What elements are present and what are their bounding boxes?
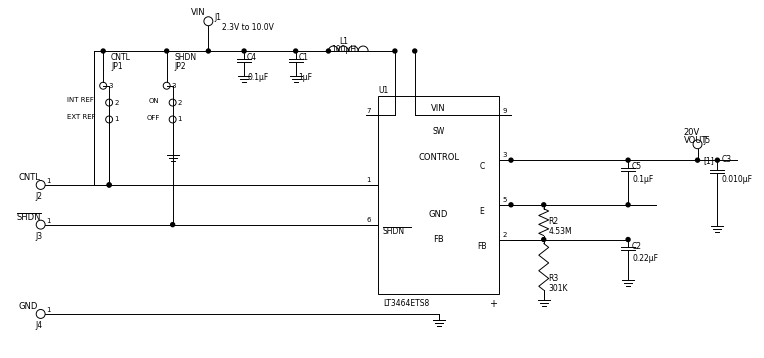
Text: 1: 1 bbox=[47, 178, 51, 184]
Text: 0.010μF: 0.010μF bbox=[721, 175, 753, 184]
Text: JP2: JP2 bbox=[175, 62, 186, 71]
Text: SHDN: SHDN bbox=[17, 213, 41, 222]
Text: 1: 1 bbox=[114, 116, 118, 122]
Circle shape bbox=[242, 49, 246, 53]
Text: LT3464ETS8: LT3464ETS8 bbox=[383, 299, 429, 308]
Text: 1μF: 1μF bbox=[299, 73, 312, 82]
Text: GND: GND bbox=[19, 302, 38, 311]
Text: 1: 1 bbox=[47, 307, 51, 313]
Text: J1: J1 bbox=[215, 13, 222, 22]
Text: J5: J5 bbox=[704, 136, 711, 145]
Text: EXT REF: EXT REF bbox=[67, 113, 96, 120]
Text: 3: 3 bbox=[108, 83, 112, 89]
Text: E: E bbox=[479, 207, 484, 216]
Text: 0.1μF: 0.1μF bbox=[632, 175, 653, 184]
Circle shape bbox=[542, 238, 545, 242]
Circle shape bbox=[107, 183, 111, 187]
Circle shape bbox=[413, 49, 416, 53]
Text: 6: 6 bbox=[366, 217, 371, 223]
Text: C5: C5 bbox=[632, 162, 643, 171]
Text: FB: FB bbox=[478, 242, 487, 251]
Text: R3: R3 bbox=[549, 274, 559, 283]
Circle shape bbox=[326, 49, 330, 53]
Text: [1]: [1] bbox=[704, 156, 714, 165]
Text: CNTL: CNTL bbox=[111, 53, 131, 62]
Text: VOUT: VOUT bbox=[684, 136, 707, 145]
Text: J3: J3 bbox=[36, 232, 43, 241]
Text: 2.3V to 10.0V: 2.3V to 10.0V bbox=[222, 23, 274, 32]
Text: R2: R2 bbox=[549, 217, 558, 226]
Circle shape bbox=[170, 223, 175, 227]
Text: VIN: VIN bbox=[431, 103, 446, 112]
Circle shape bbox=[107, 183, 111, 187]
Text: 9: 9 bbox=[502, 107, 507, 113]
Text: ON: ON bbox=[149, 98, 160, 103]
Text: J4: J4 bbox=[36, 321, 43, 330]
Circle shape bbox=[393, 49, 397, 53]
Text: SHDN: SHDN bbox=[175, 53, 197, 62]
Text: 2: 2 bbox=[177, 100, 182, 106]
Circle shape bbox=[509, 203, 513, 207]
Text: 100μH: 100μH bbox=[331, 45, 356, 54]
Text: FB: FB bbox=[433, 234, 444, 243]
Circle shape bbox=[542, 203, 545, 207]
Circle shape bbox=[695, 158, 700, 162]
Text: 3: 3 bbox=[172, 83, 176, 89]
Text: 4.53M: 4.53M bbox=[549, 227, 572, 236]
Text: 1: 1 bbox=[366, 177, 371, 183]
Circle shape bbox=[626, 238, 630, 242]
Text: SW: SW bbox=[432, 127, 445, 136]
Text: U1: U1 bbox=[378, 86, 388, 95]
Circle shape bbox=[165, 49, 169, 53]
Text: +: + bbox=[489, 299, 497, 309]
Text: C: C bbox=[479, 162, 484, 171]
Text: CNTL: CNTL bbox=[19, 173, 40, 182]
Text: 0.1μF: 0.1μF bbox=[247, 73, 268, 82]
Text: 7: 7 bbox=[366, 107, 371, 113]
Text: C2: C2 bbox=[632, 242, 642, 251]
Circle shape bbox=[715, 158, 720, 162]
Circle shape bbox=[626, 203, 630, 207]
Text: VIN: VIN bbox=[191, 8, 206, 17]
Text: 2: 2 bbox=[114, 100, 118, 106]
Text: 1: 1 bbox=[47, 218, 51, 224]
Text: 20V: 20V bbox=[684, 129, 700, 137]
Text: C1: C1 bbox=[299, 53, 309, 62]
Text: CONTROL: CONTROL bbox=[418, 153, 459, 162]
Text: C3: C3 bbox=[721, 155, 731, 164]
Text: SHDN: SHDN bbox=[383, 227, 405, 236]
Text: C4: C4 bbox=[247, 53, 257, 62]
Text: JP1: JP1 bbox=[111, 62, 123, 71]
Text: 5: 5 bbox=[502, 197, 507, 203]
Circle shape bbox=[206, 49, 210, 53]
Circle shape bbox=[509, 158, 513, 162]
Text: GND: GND bbox=[429, 210, 448, 219]
Text: L1: L1 bbox=[338, 37, 348, 46]
Circle shape bbox=[101, 49, 105, 53]
Text: 301K: 301K bbox=[549, 284, 568, 293]
Text: J2: J2 bbox=[36, 192, 43, 201]
Bar bbox=[378, 96, 499, 294]
Circle shape bbox=[626, 158, 630, 162]
Text: 2: 2 bbox=[502, 232, 507, 238]
Text: 0.22μF: 0.22μF bbox=[632, 255, 658, 263]
Text: 1: 1 bbox=[177, 116, 182, 122]
Circle shape bbox=[293, 49, 298, 53]
Text: INT REF: INT REF bbox=[67, 97, 94, 103]
Text: OFF: OFF bbox=[147, 115, 160, 121]
Text: 3: 3 bbox=[502, 152, 507, 158]
